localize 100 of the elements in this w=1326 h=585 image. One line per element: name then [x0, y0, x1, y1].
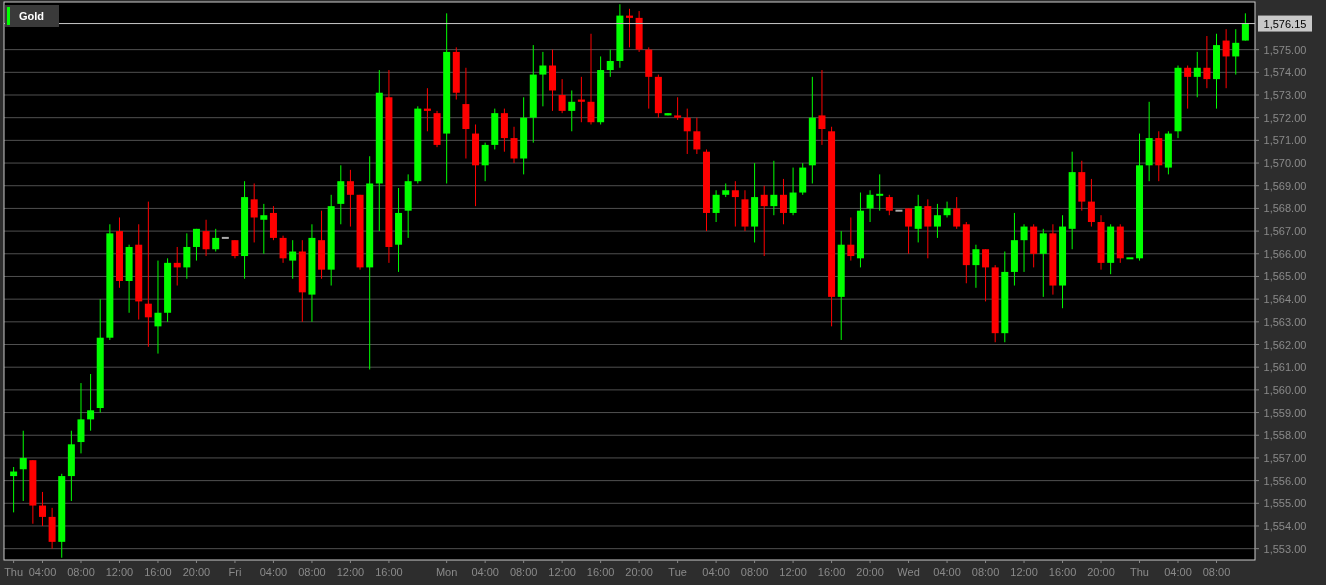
x-tick-label: 08:00 — [1202, 566, 1231, 578]
x-tick-label: 04:00 — [471, 566, 499, 578]
legend-label: Gold — [19, 10, 45, 22]
candlestick — [1126, 257, 1134, 260]
candlestick — [972, 244, 980, 289]
candlestick — [760, 185, 768, 257]
candlestick — [731, 180, 739, 228]
candlestick — [87, 373, 95, 432]
y-tick-label: 1,572.00 — [1263, 111, 1307, 124]
x-tick-label: 08:00 — [740, 566, 769, 578]
x-tick-label: Wed — [897, 566, 920, 578]
candlestick — [905, 207, 913, 255]
x-tick-label: 12:00 — [1010, 566, 1038, 578]
candlestick — [953, 196, 961, 230]
y-tick-label: 1,557.00 — [1263, 451, 1307, 464]
x-tick-label: 16:00 — [586, 566, 615, 578]
candlestick — [924, 198, 932, 259]
candlestick — [1193, 51, 1201, 98]
x-tick-label: 16:00 — [1048, 566, 1077, 578]
candlestick — [712, 189, 720, 223]
candlestick — [779, 178, 787, 225]
x-tick-label: 16:00 — [817, 566, 846, 578]
y-tick-label: 1,570.00 — [1263, 157, 1307, 170]
candlestick — [914, 194, 922, 243]
y-tick-label: 1,566.00 — [1263, 247, 1307, 260]
candlestick — [770, 160, 778, 216]
candlestick — [558, 78, 566, 114]
x-tick-label: Mon — [435, 566, 458, 578]
y-tick-label: 1,574.00 — [1263, 66, 1307, 79]
x-tick-label: 04:00 — [933, 566, 961, 578]
candlestick — [77, 382, 85, 454]
candlestick — [1184, 65, 1192, 110]
x-tick-label: 04:00 — [1164, 566, 1192, 578]
y-tick-label: 1,560.00 — [1263, 383, 1307, 396]
candlestick — [876, 173, 884, 212]
y-tick-label: 1,573.00 — [1263, 89, 1307, 101]
candlestick — [895, 209, 903, 212]
candlestick — [510, 126, 518, 164]
y-tick-label: 1,563.00 — [1263, 315, 1307, 328]
candlestick — [144, 201, 152, 348]
x-tick-label: 08:00 — [67, 566, 95, 578]
candlestick — [606, 49, 614, 78]
x-tick-label: 04:00 — [702, 566, 730, 578]
y-tick-label: 1,559.00 — [1263, 406, 1307, 419]
candlestick — [943, 201, 951, 218]
candlestick — [337, 164, 345, 225]
candlestick — [481, 142, 489, 182]
x-tick-label: Thu — [1130, 566, 1150, 578]
candlestick — [231, 239, 239, 259]
x-tick-label: 20:00 — [1087, 566, 1115, 578]
candlestick — [789, 167, 797, 216]
x-tick-label: 04:00 — [28, 566, 57, 578]
y-tick-label: 1,555.00 — [1263, 497, 1307, 510]
candlestick — [1222, 28, 1230, 89]
x-tick-label: 12:00 — [779, 566, 807, 578]
y-tick-label: 1,565.00 — [1263, 270, 1307, 283]
candlestick — [192, 228, 200, 262]
candlestick — [683, 108, 691, 155]
y-tick-label: 1,554.00 — [1263, 519, 1307, 532]
y-tick-label: 1,562.00 — [1263, 338, 1307, 351]
candlestick — [866, 189, 874, 223]
candlestick — [260, 203, 268, 255]
y-tick-label: 1,567.00 — [1263, 225, 1307, 238]
x-tick-label: 04:00 — [259, 566, 288, 578]
candlestick — [1039, 228, 1047, 298]
candlestick — [202, 219, 210, 257]
x-tick-label: 08:00 — [509, 566, 538, 578]
candlestick — [933, 203, 941, 239]
x-tick-label: 12:00 — [548, 566, 576, 578]
candlestick — [587, 33, 595, 125]
y-tick-label: 1,556.00 — [1263, 474, 1307, 487]
candlestick — [674, 96, 682, 121]
x-tick-label: 20:00 — [856, 566, 884, 578]
x-tick-label: 12:00 — [336, 566, 365, 578]
candlestick — [693, 117, 701, 155]
y-tick-label: 1,561.00 — [1263, 361, 1307, 374]
y-tick-label: 1,571.00 — [1263, 134, 1307, 147]
candlestick — [1020, 223, 1028, 273]
y-tick-label: 1,568.00 — [1263, 202, 1307, 215]
x-tick-label: Tue — [668, 566, 687, 578]
candlestick — [221, 236, 229, 239]
candlestick — [183, 232, 191, 280]
y-tick-label: 1,575.00 — [1263, 43, 1307, 56]
x-tick-label: Fri — [228, 566, 242, 578]
candlestick — [1232, 28, 1240, 76]
candlestick — [885, 194, 893, 216]
candlestick — [818, 69, 826, 146]
x-tick-label: 20:00 — [182, 566, 211, 578]
candlestick — [154, 260, 162, 355]
candlestick — [346, 169, 354, 228]
candlestick — [19, 430, 27, 502]
x-tick-label: Thu — [4, 566, 24, 578]
y-tick-label: 1,564.00 — [1263, 293, 1307, 306]
candlestick — [250, 182, 258, 243]
candlestick — [1241, 12, 1249, 42]
x-tick-label: 16:00 — [375, 566, 403, 578]
y-tick-label: 1,553.00 — [1263, 542, 1307, 555]
candlestick — [568, 89, 576, 132]
y-tick-label: 1,558.00 — [1263, 429, 1307, 442]
candlestick — [539, 51, 547, 107]
